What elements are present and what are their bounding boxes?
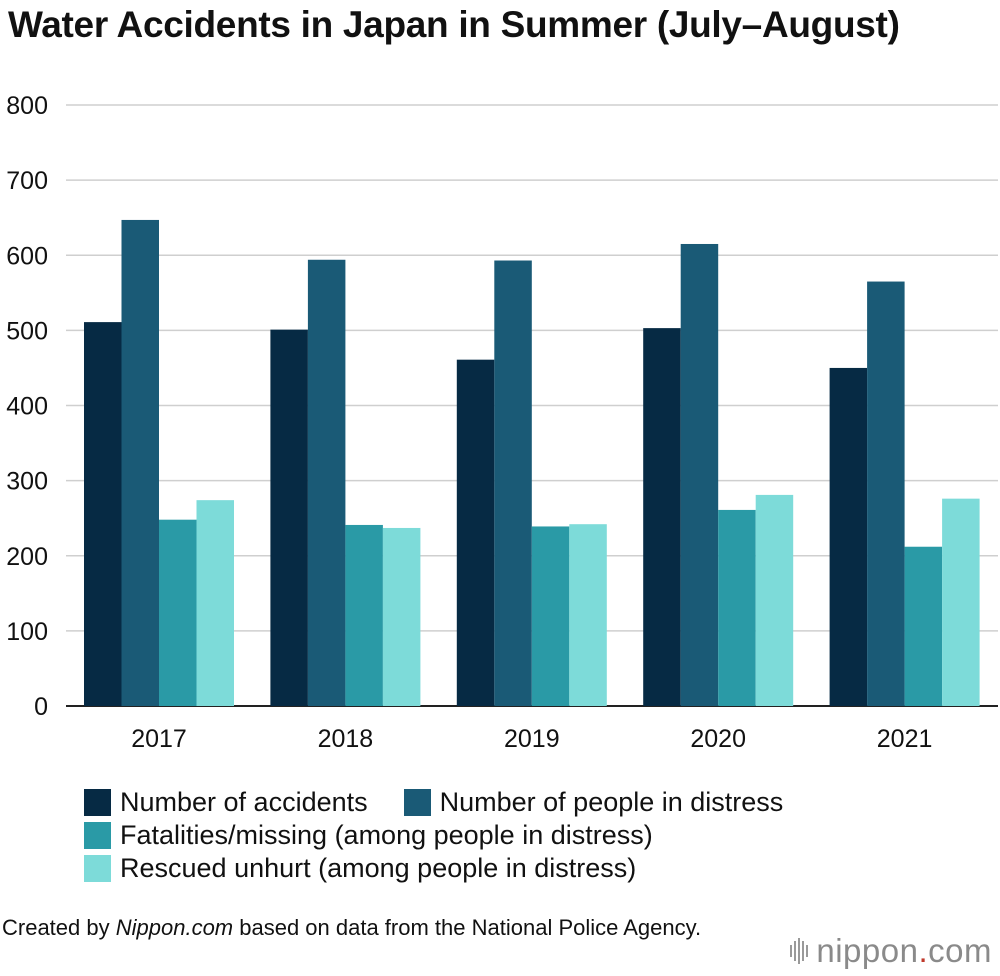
legend-item-rescued: Rescued unhurt (among people in distress… [84,852,636,885]
logo-dot: . [918,932,929,969]
legend-label: Number of people in distress [439,787,784,817]
bar [121,219,159,706]
bar [755,494,794,706]
y-tick-label: 400 [6,393,48,421]
logo-mark-icon [790,938,809,964]
source-brand: Nippon.com [115,915,234,940]
x-tick-label: 2020 [690,725,746,753]
legend-label: Fatalities/missing (among people in dist… [120,820,653,850]
bar [531,526,570,706]
legend: Number of accidents Number of people in … [84,786,819,885]
chart-title: Water Accidents in Japan in Summer (July… [8,4,900,45]
y-tick-label: 0 [34,693,48,721]
legend-item-people-in-distress: Number of people in distress [403,786,784,819]
bar [904,546,943,706]
legend-swatch [84,789,111,816]
y-tick-label: 100 [6,618,48,646]
y-tick-label: 500 [6,317,48,345]
bar [867,281,905,706]
source-prefix: Created by [2,915,116,940]
bar [159,519,197,706]
bars [84,219,980,706]
legend-swatch [403,789,431,816]
bar [718,509,756,706]
y-tick-label: 700 [6,167,48,195]
bar [829,367,868,706]
bar [569,524,607,706]
bar [382,527,421,706]
y-tick-label: 200 [6,543,48,571]
legend-item-accidents: Number of accidents [84,786,368,819]
y-tick-label: 300 [6,468,48,496]
bar [942,498,980,706]
y-axis-ticks: 0 100 200 300 400 500 600 700 800 [6,92,48,721]
legend-item-fatalities: Fatalities/missing (among people in dist… [84,819,653,852]
legend-swatch [84,855,111,882]
x-tick-label: 2018 [318,725,374,753]
bar [643,328,681,706]
bar [307,259,346,706]
bar [456,359,495,706]
legend-label: Number of accidents [120,787,368,817]
legend-label: Rescued unhurt (among people in distress… [120,853,637,883]
source-note: Created by Nippon.com based on data from… [2,914,722,942]
bar [680,243,719,706]
nippon-logo: nippon. com [790,932,992,970]
source-suffix: based on data from the National Police A… [233,915,702,940]
logo-name: nippon [816,932,919,969]
x-tick-label: 2019 [504,725,560,753]
logo-tld: com [928,932,992,969]
y-tick-label: 600 [6,242,48,270]
x-tick-label: 2021 [877,725,933,753]
bar [196,500,234,706]
legend-swatch [84,822,111,849]
bar [494,260,532,706]
bar [270,329,308,706]
y-tick-label: 800 [6,92,48,120]
x-tick-label: 2017 [131,725,187,753]
x-axis-ticks: 2017 2018 2019 2020 2021 [131,725,932,753]
bar [345,524,383,706]
bar [84,322,122,706]
